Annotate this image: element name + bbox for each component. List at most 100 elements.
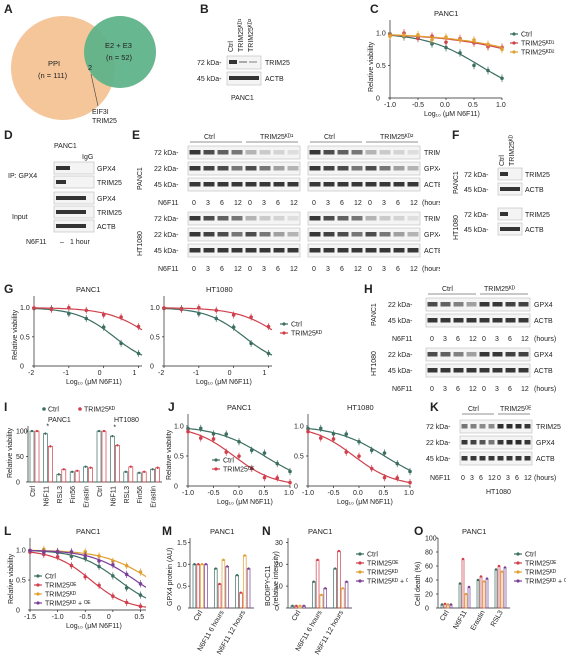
data-point — [402, 33, 406, 38]
blot-band — [189, 216, 201, 221]
blot-b: Ctrl TRIM25ᴷᴰ¹ TRIM25ᴷᴰ² 72 kDa- 45 kDa-… — [197, 18, 290, 102]
blot-band — [259, 166, 271, 171]
protein-label: ACTB — [265, 76, 284, 83]
lane-label: TRIM25ᴷᴰ — [509, 135, 516, 166]
group-label: Ctrl — [468, 406, 479, 413]
group-label: TRIM25ᴷᴰ¹ — [260, 134, 294, 141]
blot-band — [492, 318, 503, 323]
legend-label: TRIM25ᴷᴰ — [45, 592, 76, 599]
blot-strip — [459, 451, 533, 466]
blot-band — [497, 456, 504, 461]
blot-band — [239, 61, 247, 63]
data-point — [320, 593, 323, 597]
time-label: 3 — [443, 336, 447, 343]
bar — [333, 568, 337, 609]
data-point — [479, 575, 483, 578]
x-axis-label: Log₁₀ (μM N6F11) — [196, 379, 252, 386]
category-label: Erastin — [151, 486, 158, 508]
bar — [69, 471, 75, 483]
panel-label-h: H — [364, 282, 373, 296]
blot-band — [231, 216, 243, 221]
blot-band — [365, 216, 377, 221]
legend-label: TRIM25ᴷᴰ — [84, 407, 115, 414]
protein-label: TRIM25 — [265, 60, 290, 67]
y-tick-label: 60 — [425, 564, 433, 571]
blot-band — [515, 440, 522, 445]
data-point — [302, 604, 306, 608]
protein-label: GPX4 — [97, 166, 116, 173]
blot-band — [259, 248, 271, 253]
data-point — [458, 51, 462, 55]
data-point — [62, 468, 65, 471]
blot-band — [427, 302, 438, 307]
chart-g: PANC1 0 0.5 1.0 -2 -1 0 1 Relative viability Log₁… — [12, 285, 322, 386]
venn-pointer — [90, 73, 99, 107]
data-point — [357, 439, 361, 444]
y-axis-label: GPX4 protein (AU) — [167, 548, 174, 606]
blot-band — [505, 352, 516, 357]
y-tick-label: 10 — [275, 584, 283, 591]
y-tick-label: 30 — [275, 540, 283, 547]
category-label: N6F11 — [43, 486, 50, 507]
x-tick-label: 1.0 — [404, 490, 414, 497]
blot-band — [337, 232, 349, 237]
chart-title: PANC1 — [434, 9, 458, 18]
blot-band — [407, 216, 419, 221]
bar — [503, 567, 507, 609]
blot-band — [259, 232, 271, 237]
blot-band — [466, 352, 477, 357]
y-tick-label: 20 — [425, 592, 433, 599]
category-label: RSL3 — [124, 486, 131, 504]
data-point — [102, 429, 106, 433]
protein-label: GPX4 — [97, 196, 116, 203]
treatment-label: N6F11 — [392, 336, 413, 343]
protein-label: ACTB — [424, 248, 440, 255]
blot-band — [505, 318, 516, 323]
legend-label: TRIM25ᴷᴰ + ᴼᴱ — [45, 601, 91, 608]
blot-band — [273, 182, 285, 187]
blot-band — [337, 216, 349, 221]
group-label: Ctrl — [204, 134, 215, 141]
blot-strip — [187, 177, 301, 192]
blot-band — [337, 182, 349, 187]
data-point — [28, 548, 32, 553]
blot-band — [351, 182, 363, 187]
blot-band — [189, 182, 201, 187]
blot-strip — [187, 227, 301, 242]
time-label: 3 — [495, 336, 499, 343]
time-label: 6 — [508, 386, 512, 393]
blot-band — [393, 150, 405, 155]
bar — [494, 569, 498, 609]
bar — [497, 565, 501, 609]
data-point — [69, 550, 74, 554]
time-label: 3 — [206, 200, 210, 207]
data-point — [197, 563, 200, 566]
blot-strip — [307, 243, 421, 258]
time-label: 0 — [192, 266, 196, 273]
blot-strip — [425, 297, 531, 312]
data-point — [124, 586, 129, 590]
blot-strip — [425, 313, 531, 328]
blot-band — [497, 424, 504, 429]
blot-band — [259, 216, 271, 221]
data-point — [388, 34, 392, 38]
blot-band — [231, 248, 243, 253]
y-tick-label: 20 — [275, 562, 283, 569]
blot-band — [217, 232, 229, 237]
data-point — [67, 311, 71, 316]
blot-band — [515, 456, 522, 461]
bar — [246, 568, 251, 609]
venn-right-n: (n = 52) — [106, 53, 133, 62]
blot-band — [470, 440, 477, 445]
bar — [96, 430, 102, 483]
time-label: 3 — [495, 386, 499, 393]
blot-band — [245, 166, 257, 171]
blot-band — [309, 248, 321, 253]
data-point — [395, 476, 400, 480]
time-unit: (hours) — [534, 386, 556, 393]
data-point — [69, 563, 74, 568]
y-axis-label: Relative viability — [7, 427, 14, 478]
blot-band — [488, 440, 495, 445]
